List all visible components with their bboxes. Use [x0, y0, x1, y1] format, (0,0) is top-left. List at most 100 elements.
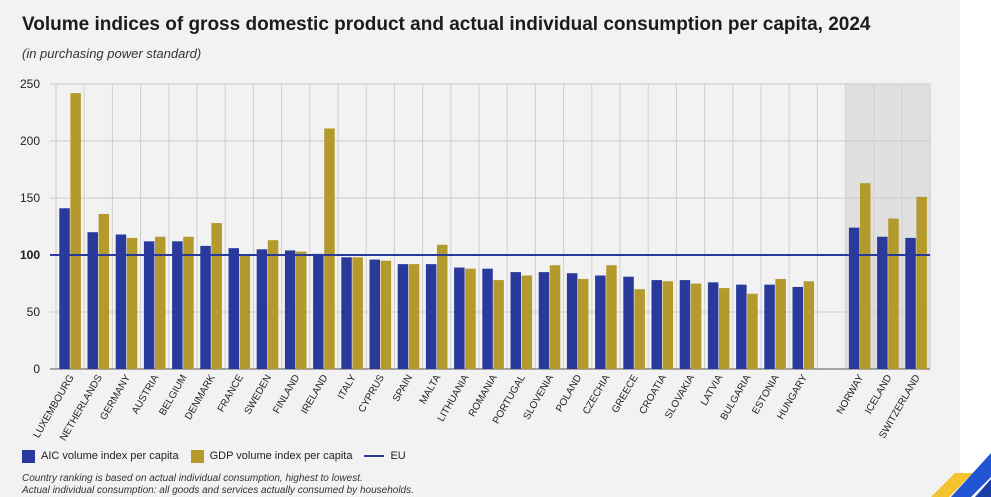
bar-aic-netherlands — [87, 232, 98, 369]
x-tick-label-poland: POLAND — [554, 373, 584, 414]
x-tick-label-malta: MALTA — [418, 373, 444, 406]
bar-aic-iceland — [877, 236, 888, 369]
bar-gdp-germany — [126, 237, 138, 369]
x-tick-label-estonia: ESTONIA — [750, 373, 782, 417]
y-tick-label-50: 50 — [27, 305, 41, 319]
bar-gdp-belgium — [183, 236, 194, 369]
bar-gdp-austria — [155, 236, 166, 369]
bar-gdp-sweden — [267, 240, 279, 369]
bar-gdp-portugal — [521, 275, 533, 369]
bar-aic-estonia — [764, 284, 775, 369]
bar-aic-bulgaria — [736, 284, 747, 369]
bar-gdp-luxembourg — [70, 93, 81, 370]
bar-gdp-iceland — [888, 218, 899, 369]
bar-gdp-france — [239, 255, 251, 369]
y-tick-label-150: 150 — [20, 191, 40, 205]
y-tick-label-0: 0 — [33, 362, 40, 376]
bar-aic-malta — [425, 264, 437, 369]
bar-gdp-malta — [437, 244, 448, 369]
legend-item-gdp: GDP volume index per capita — [190, 449, 353, 463]
x-tick-label-austria: AUSTRIA — [130, 373, 161, 416]
bar-gdp-greece — [634, 289, 645, 369]
bar-gdp-spain — [408, 264, 420, 369]
bar-aic-austria — [143, 241, 155, 369]
x-tick-label-france: FRANCE — [216, 373, 246, 414]
bar-aic-finland — [284, 250, 296, 369]
bar-gdp-bulgaria — [747, 293, 758, 369]
x-tick-label-norway: NORWAY — [835, 373, 867, 417]
footnote-definition: Actual individual consumption: all goods… — [22, 485, 414, 496]
legend-label-eu: EU — [390, 450, 406, 462]
chart-panel: Volume indices of gross domestic product… — [0, 0, 960, 497]
x-tick-label-cyprus: CYPRUS — [357, 373, 388, 415]
x-tick-label-sweden: SWEDEN — [243, 373, 274, 417]
x-tick-label-finland: FINLAND — [271, 373, 302, 416]
bar-gdp-latvia — [719, 288, 730, 369]
bar-aic-lithuania — [454, 267, 465, 369]
non-eu-band — [845, 84, 931, 369]
x-tick-label-czechia: CZECHIA — [581, 373, 613, 417]
bar-chart: 0 50 100 150 200 250 100 LUXEMBOURGNETHERLAND… — [20, 77, 931, 443]
x-tick-label-greece: GREECE — [610, 373, 641, 415]
legend-label-gdp: GDP volume index per capita — [209, 450, 353, 462]
bar-aic-italy — [341, 257, 352, 369]
bar-aic-croatia — [651, 280, 662, 369]
y-tick-label-250: 250 — [20, 77, 40, 91]
bar-aic-slovakia — [679, 280, 691, 369]
legend-item-eu: EU — [364, 450, 406, 462]
bar-gdp-denmark — [211, 223, 222, 369]
bar-aic-france — [228, 248, 239, 369]
eurostat-logo — [931, 453, 991, 497]
bar-gdp-estonia — [775, 278, 786, 369]
legend-line-eu — [364, 455, 385, 457]
x-tick-label-slovakia: SLOVAKIA — [663, 373, 697, 421]
bar-aic-germany — [115, 234, 127, 369]
bars — [59, 93, 927, 370]
bar-gdp-ireland — [324, 128, 335, 369]
bar-gdp-hungary — [803, 281, 815, 369]
bar-aic-cyprus — [369, 259, 380, 369]
bar-gdp-switzerland — [916, 196, 927, 369]
bar-gdp-lithuania — [465, 268, 476, 369]
x-tick-label-italy: ITALY — [336, 373, 359, 402]
bar-aic-slovenia — [538, 272, 550, 369]
non-eu-highlight — [845, 84, 931, 369]
bar-aic-romania — [482, 268, 493, 369]
x-tick-label-iceland: ICELAND — [863, 373, 894, 416]
y-tick-label-100: 100 — [20, 248, 40, 262]
bar-aic-poland — [566, 273, 578, 369]
x-tick-label-belgium: BELGIUM — [157, 373, 189, 417]
gridlines — [50, 83, 931, 370]
x-tick-label-ireland: IRELAND — [299, 373, 330, 416]
x-tick-label-croatia: CROATIA — [638, 373, 670, 417]
chart-subtitle: (in purchasing power standard) — [22, 46, 202, 61]
bar-aic-switzerland — [905, 237, 916, 369]
legend-label-aic: AIC volume index per capita — [41, 450, 179, 462]
legend-swatch-gdp — [190, 449, 204, 463]
bar-aic-czechia — [595, 275, 606, 369]
legend-item-aic: AIC volume index per capita — [22, 449, 179, 463]
bar-gdp-italy — [352, 257, 363, 369]
bar-aic-spain — [397, 264, 409, 369]
bar-gdp-slovakia — [690, 283, 702, 369]
x-tick-label-latvia: LATVIA — [699, 373, 726, 408]
bar-gdp-netherlands — [98, 213, 110, 369]
bar-gdp-romania — [493, 280, 504, 369]
bar-gdp-cyprus — [380, 260, 392, 369]
bar-gdp-czechia — [606, 265, 617, 369]
y-axis-ticks: 0 50 100 150 200 250 — [20, 77, 40, 376]
chart-title: Volume indices of gross domestic product… — [22, 14, 871, 35]
footnote-ranking: Country ranking is based on actual indiv… — [22, 473, 363, 484]
bar-gdp-poland — [578, 278, 589, 369]
bar-aic-norway — [848, 227, 860, 369]
legend-swatch-aic — [22, 449, 35, 463]
bar-aic-belgium — [172, 241, 183, 369]
bar-gdp-finland — [296, 251, 307, 369]
bar-aic-latvia — [707, 282, 719, 369]
bar-aic-ireland — [313, 253, 324, 369]
bar-aic-luxembourg — [59, 208, 70, 369]
bar-aic-hungary — [792, 286, 803, 369]
y-tick-label-200: 200 — [20, 134, 40, 148]
x-tick-label-spain: SPAIN — [391, 373, 415, 404]
bar-aic-greece — [623, 276, 634, 369]
